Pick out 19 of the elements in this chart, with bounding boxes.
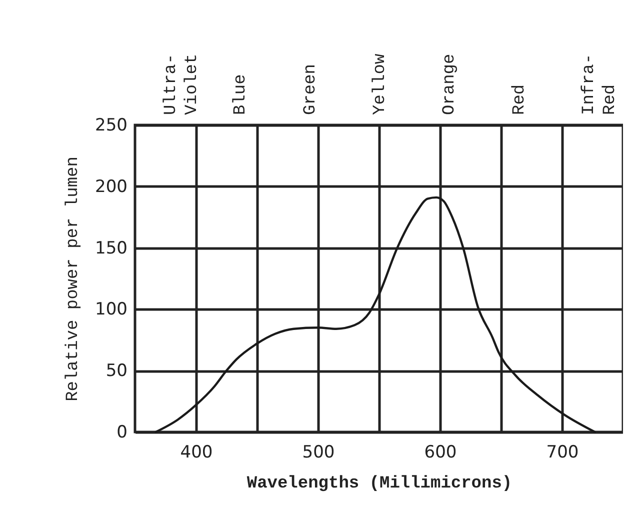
x-tick-label: 500 [302,442,335,462]
y-tick-label: 150 [95,238,128,258]
text: Orange [440,54,460,115]
x-tick-label: 400 [180,442,213,462]
y-tick-label: 250 [95,116,128,136]
y-axis-title: Relative power per lumen [64,156,84,402]
y-tick-label: 0 [116,422,128,442]
text: Infra- Red [580,54,620,115]
text: Blue [232,74,251,115]
text: Ultra- Violet [162,54,202,115]
y-tick-label: 100 [95,300,128,320]
y-tick-label: 50 [106,361,128,382]
x-tick-label: 700 [546,442,579,462]
text: Green [301,64,320,115]
text: Yellow [371,52,390,115]
text: Red [510,84,530,115]
x-axis-title: Wavelengths (Millimicrons) [246,474,512,494]
y-tick-label: 200 [95,176,128,197]
x-tick-label: 600 [424,442,457,462]
